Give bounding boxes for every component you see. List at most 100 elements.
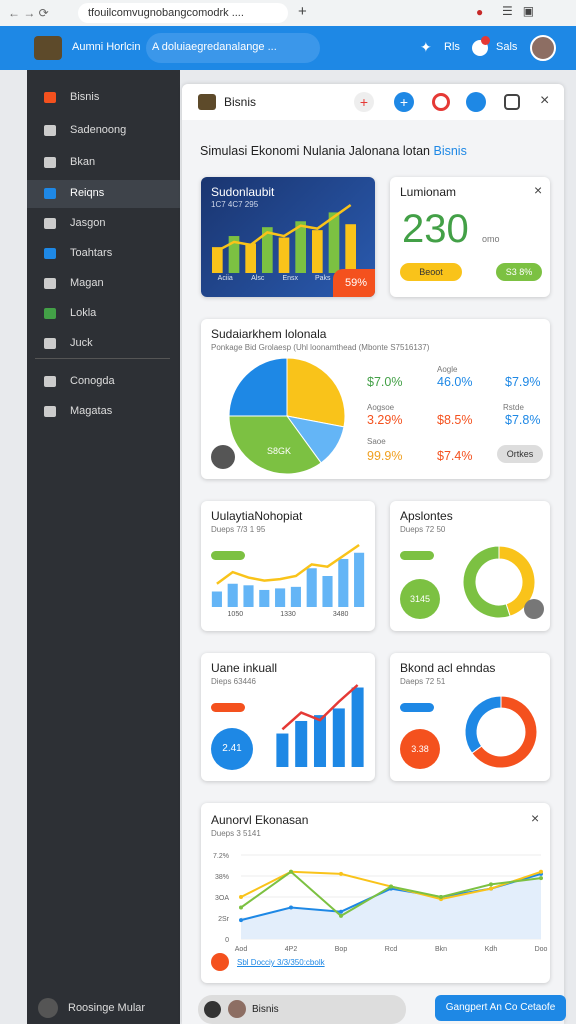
sidebar-item[interactable]: Lokla xyxy=(70,307,97,319)
sidebar-footer[interactable]: Roosinge Mular xyxy=(68,1002,146,1014)
summary-button[interactable]: S3 8% xyxy=(496,263,542,281)
x-tick-label: Aciia xyxy=(217,275,233,282)
add-button[interactable]: + xyxy=(394,92,414,112)
tool-icon[interactable] xyxy=(504,94,520,110)
sidebar-item[interactable]: Sadenoong xyxy=(70,124,127,136)
sidebar-icon xyxy=(44,92,56,103)
annual-link[interactable]: Sbl Docciy 3/3/350:cbolk xyxy=(237,958,325,967)
x-tick-label: Bkn xyxy=(435,946,447,953)
card-subtitle: Ponkage Bid Grolaesp (Uhl loonamthead (M… xyxy=(211,343,430,352)
stat-note: Saoe xyxy=(367,437,386,446)
sidebar-item[interactable]: Juck xyxy=(70,337,93,349)
slice xyxy=(286,357,346,428)
logo xyxy=(34,36,62,60)
y-tick-label: 3OA xyxy=(215,895,229,902)
stat-value: 3.29% xyxy=(367,413,403,427)
summary-value: 230 xyxy=(402,207,469,251)
point xyxy=(339,913,343,918)
y-tick-label: 2Sr xyxy=(218,916,230,923)
bottom-tab[interactable]: Bisnis xyxy=(198,995,406,1024)
ratio-circle: 3145 xyxy=(400,579,440,619)
badge xyxy=(211,703,245,712)
card-title: Lumionam xyxy=(400,185,457,199)
x-tick-label: 3480 xyxy=(332,611,349,618)
card-subtitle: 1C7 4C7 295 xyxy=(211,200,259,209)
trend-card[interactable]: UulaytiaNohopiat Dueps 7/3 1 95 1050 1330… xyxy=(201,501,375,631)
browser-bar: ← → ⟳ tfouilcomvugnobangcomodrk .... + ●… xyxy=(0,0,576,26)
heading-link[interactable]: Bisnis xyxy=(433,144,467,158)
sidebar-item[interactable]: Reiqns xyxy=(70,187,105,199)
close-button[interactable]: × xyxy=(531,810,540,826)
x-tick-label: Paks xyxy=(314,275,331,282)
bar xyxy=(312,230,323,273)
share-card[interactable]: Sudaiarkhem lolonala Ponkage Bid Grolaes… xyxy=(201,319,550,479)
point xyxy=(389,884,393,889)
tool-icon[interactable] xyxy=(432,93,450,111)
bar xyxy=(351,687,364,767)
line-chart: 0 2Sr 3OA 38% 7.2% Aod 4P2 Bop Rcd Bkn Kdh Doo xyxy=(213,853,547,953)
sidebar-item[interactable]: Magatas xyxy=(70,405,113,417)
bar xyxy=(259,589,270,607)
avatar[interactable] xyxy=(530,35,556,61)
point xyxy=(439,895,443,899)
brand: Aumni Horlcin xyxy=(72,41,141,53)
menu[interactable]: ☰ ▣ xyxy=(502,4,535,18)
twitter-icon[interactable]: ✦ xyxy=(420,39,432,55)
stat-value: $7.9% xyxy=(505,375,541,389)
bar xyxy=(228,236,240,273)
summary-button[interactable]: Beoot xyxy=(400,263,462,281)
sidebar-item[interactable]: Jasgon xyxy=(70,217,106,229)
search[interactable]: A doluiaegredanalange ... xyxy=(146,33,320,63)
sidebar-item[interactable]: Conogda xyxy=(70,375,115,387)
sidebar-item[interactable]: Bisnis xyxy=(70,91,100,103)
x-tick-label: Ensx xyxy=(282,275,299,282)
heading: Simulasi Ekonomi Nulania Jalonana lotan … xyxy=(200,144,467,158)
ratio-card[interactable]: Apslontes Dueps 72 50 3145 xyxy=(390,501,550,631)
tool-icon[interactable] xyxy=(466,92,486,112)
address-bar[interactable]: tfouilcomvugnobangcomodrk .... xyxy=(78,3,288,23)
point xyxy=(239,905,243,910)
annual-card[interactable]: Aunorvl Ekonasan × Dueps 3 5141 0 2Sr 3OA 3… xyxy=(201,803,550,983)
card-subtitle: Dueps 3 5141 xyxy=(211,829,261,838)
balance-card[interactable]: Bkond acl ehndas Daeps 72 51 3.38 xyxy=(390,653,550,781)
pie-chart: S8GK xyxy=(228,357,346,475)
x-tick-label: Kdh xyxy=(485,946,498,953)
sidebar-item[interactable]: Bkan xyxy=(70,156,96,168)
card-title: Aunorvl Ekonasan xyxy=(211,813,309,827)
stat-note: Aogsoe xyxy=(367,403,395,412)
sidebar-icon xyxy=(44,248,56,259)
sidebar-icon xyxy=(44,188,56,199)
sidebar-icon xyxy=(44,218,56,229)
pie-icon[interactable] xyxy=(211,445,235,469)
browser-icon[interactable]: ● xyxy=(476,5,484,19)
new-tab[interactable]: + xyxy=(298,3,307,20)
nav-buttons[interactable]: ← → ⟳ xyxy=(8,6,49,20)
card-subtitle: Dueps 7/3 1 95 xyxy=(211,525,266,534)
close-button[interactable]: × xyxy=(540,92,550,109)
action-button[interactable]: Gangpert An Co Cetaofe xyxy=(435,995,566,1021)
bar xyxy=(332,708,345,767)
bar xyxy=(354,552,365,607)
y-tick-label: 0 xyxy=(225,937,229,944)
donut-chart xyxy=(464,695,538,769)
close-button[interactable]: × xyxy=(534,182,543,198)
card-title: Bkond acl ehndas xyxy=(400,661,496,675)
summary-card[interactable]: Lumionam × 230 omo Beoot S3 8% xyxy=(390,177,550,297)
card-subtitle: Daeps 72 51 xyxy=(400,677,446,686)
share-button[interactable]: Ortkes xyxy=(497,445,543,463)
bar xyxy=(295,221,306,273)
header-link[interactable]: Rls xyxy=(444,41,460,53)
point xyxy=(539,876,543,881)
income-card[interactable]: Uane inkuall Dieps 63446 2.41 xyxy=(201,653,375,781)
sidebar-item[interactable]: Toahtars xyxy=(70,247,113,259)
ratio-icon[interactable] xyxy=(524,599,544,619)
sidebar-item[interactable]: Magan xyxy=(70,277,104,289)
growth-card[interactable]: Sudonlaubit 1C7 4C7 295 Aciia Alsc Ensx Pak… xyxy=(201,177,375,297)
bar xyxy=(211,591,222,607)
header-link[interactable]: Sals xyxy=(496,41,518,53)
point xyxy=(489,882,493,887)
pie-label: S8GK xyxy=(267,446,291,456)
badge xyxy=(211,551,245,560)
x-axis: Aciia Alsc Ensx Paks xyxy=(209,275,339,287)
add-button[interactable]: + xyxy=(354,92,374,112)
